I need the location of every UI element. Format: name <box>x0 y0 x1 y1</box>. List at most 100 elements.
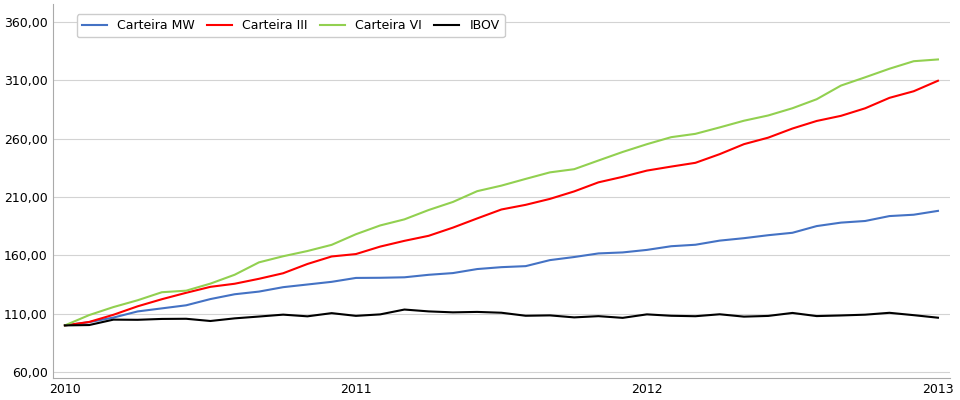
Carteira VI <box>495 183 507 188</box>
IBOV <box>859 312 871 317</box>
Carteira VI <box>132 298 143 303</box>
Carteira VI <box>617 150 629 154</box>
Carteira VI <box>641 142 653 146</box>
Carteira MW <box>301 282 313 287</box>
Carteira MW <box>423 272 435 277</box>
Carteira MW <box>325 280 337 284</box>
Carteira VI <box>374 223 386 228</box>
IBOV <box>471 310 483 314</box>
Carteira VI <box>350 232 362 237</box>
IBOV <box>180 316 192 321</box>
Carteira III <box>60 323 71 328</box>
IBOV <box>641 312 653 317</box>
IBOV <box>423 309 435 314</box>
Carteira III <box>520 202 532 207</box>
Carteira VI <box>689 132 701 136</box>
Carteira MW <box>520 264 532 268</box>
Carteira VI <box>447 200 459 204</box>
IBOV <box>108 317 119 322</box>
Carteira III <box>471 216 483 221</box>
Carteira MW <box>156 306 168 311</box>
Carteira MW <box>84 320 95 324</box>
Carteira MW <box>60 323 71 328</box>
Carteira VI <box>908 59 920 64</box>
Carteira VI <box>423 208 435 212</box>
Carteira VI <box>471 189 483 194</box>
Carteira MW <box>568 255 580 260</box>
Carteira MW <box>398 275 410 280</box>
Carteira III <box>617 174 629 179</box>
Carteira MW <box>738 236 750 240</box>
Carteira III <box>811 118 823 123</box>
IBOV <box>665 313 677 318</box>
IBOV <box>592 314 604 318</box>
IBOV <box>277 312 289 317</box>
Carteira MW <box>689 242 701 247</box>
Carteira III <box>132 304 143 309</box>
Carteira MW <box>617 250 629 255</box>
Carteira MW <box>835 220 847 225</box>
Carteira VI <box>156 290 168 295</box>
Carteira VI <box>84 313 95 318</box>
IBOV <box>689 314 701 319</box>
IBOV <box>908 313 920 318</box>
Carteira MW <box>786 230 798 235</box>
Carteira VI <box>108 305 119 310</box>
Carteira III <box>544 196 556 201</box>
Line: Carteira MW: Carteira MW <box>65 211 938 326</box>
Carteira VI <box>204 281 216 286</box>
Carteira MW <box>544 258 556 262</box>
Carteira III <box>641 168 653 173</box>
IBOV <box>811 314 823 318</box>
Carteira VI <box>932 57 944 62</box>
Carteira MW <box>447 271 459 276</box>
Carteira MW <box>374 275 386 280</box>
IBOV <box>132 318 143 322</box>
Carteira VI <box>738 118 750 123</box>
Carteira MW <box>811 224 823 228</box>
IBOV <box>568 315 580 320</box>
IBOV <box>738 314 750 319</box>
IBOV <box>884 310 896 315</box>
IBOV <box>60 323 71 328</box>
Line: IBOV: IBOV <box>65 310 938 326</box>
IBOV <box>204 318 216 323</box>
Carteira VI <box>714 125 726 130</box>
IBOV <box>228 316 240 321</box>
IBOV <box>932 315 944 320</box>
Carteira III <box>714 152 726 156</box>
Carteira MW <box>641 248 653 252</box>
Carteira VI <box>180 288 192 293</box>
Carteira MW <box>471 267 483 272</box>
IBOV <box>301 314 313 319</box>
Carteira MW <box>204 297 216 302</box>
Carteira III <box>350 252 362 256</box>
Carteira VI <box>253 260 265 265</box>
Carteira III <box>301 262 313 266</box>
Carteira VI <box>277 254 289 259</box>
Carteira III <box>835 114 847 118</box>
Carteira MW <box>884 214 896 218</box>
Carteira III <box>568 189 580 194</box>
Carteira III <box>180 290 192 295</box>
Carteira III <box>689 160 701 165</box>
Carteira III <box>423 233 435 238</box>
Carteira III <box>908 89 920 94</box>
IBOV <box>617 316 629 320</box>
Carteira MW <box>277 285 289 290</box>
Carteira MW <box>180 303 192 308</box>
Carteira MW <box>592 251 604 256</box>
Carteira MW <box>908 212 920 217</box>
Carteira III <box>204 284 216 289</box>
Carteira III <box>495 207 507 212</box>
Carteira III <box>932 78 944 83</box>
Carteira III <box>738 142 750 146</box>
Carteira MW <box>253 289 265 294</box>
IBOV <box>495 310 507 315</box>
Carteira MW <box>350 276 362 280</box>
Line: Carteira III: Carteira III <box>65 81 938 326</box>
IBOV <box>544 313 556 318</box>
Carteira VI <box>325 242 337 247</box>
Carteira III <box>665 164 677 169</box>
Carteira III <box>84 320 95 324</box>
